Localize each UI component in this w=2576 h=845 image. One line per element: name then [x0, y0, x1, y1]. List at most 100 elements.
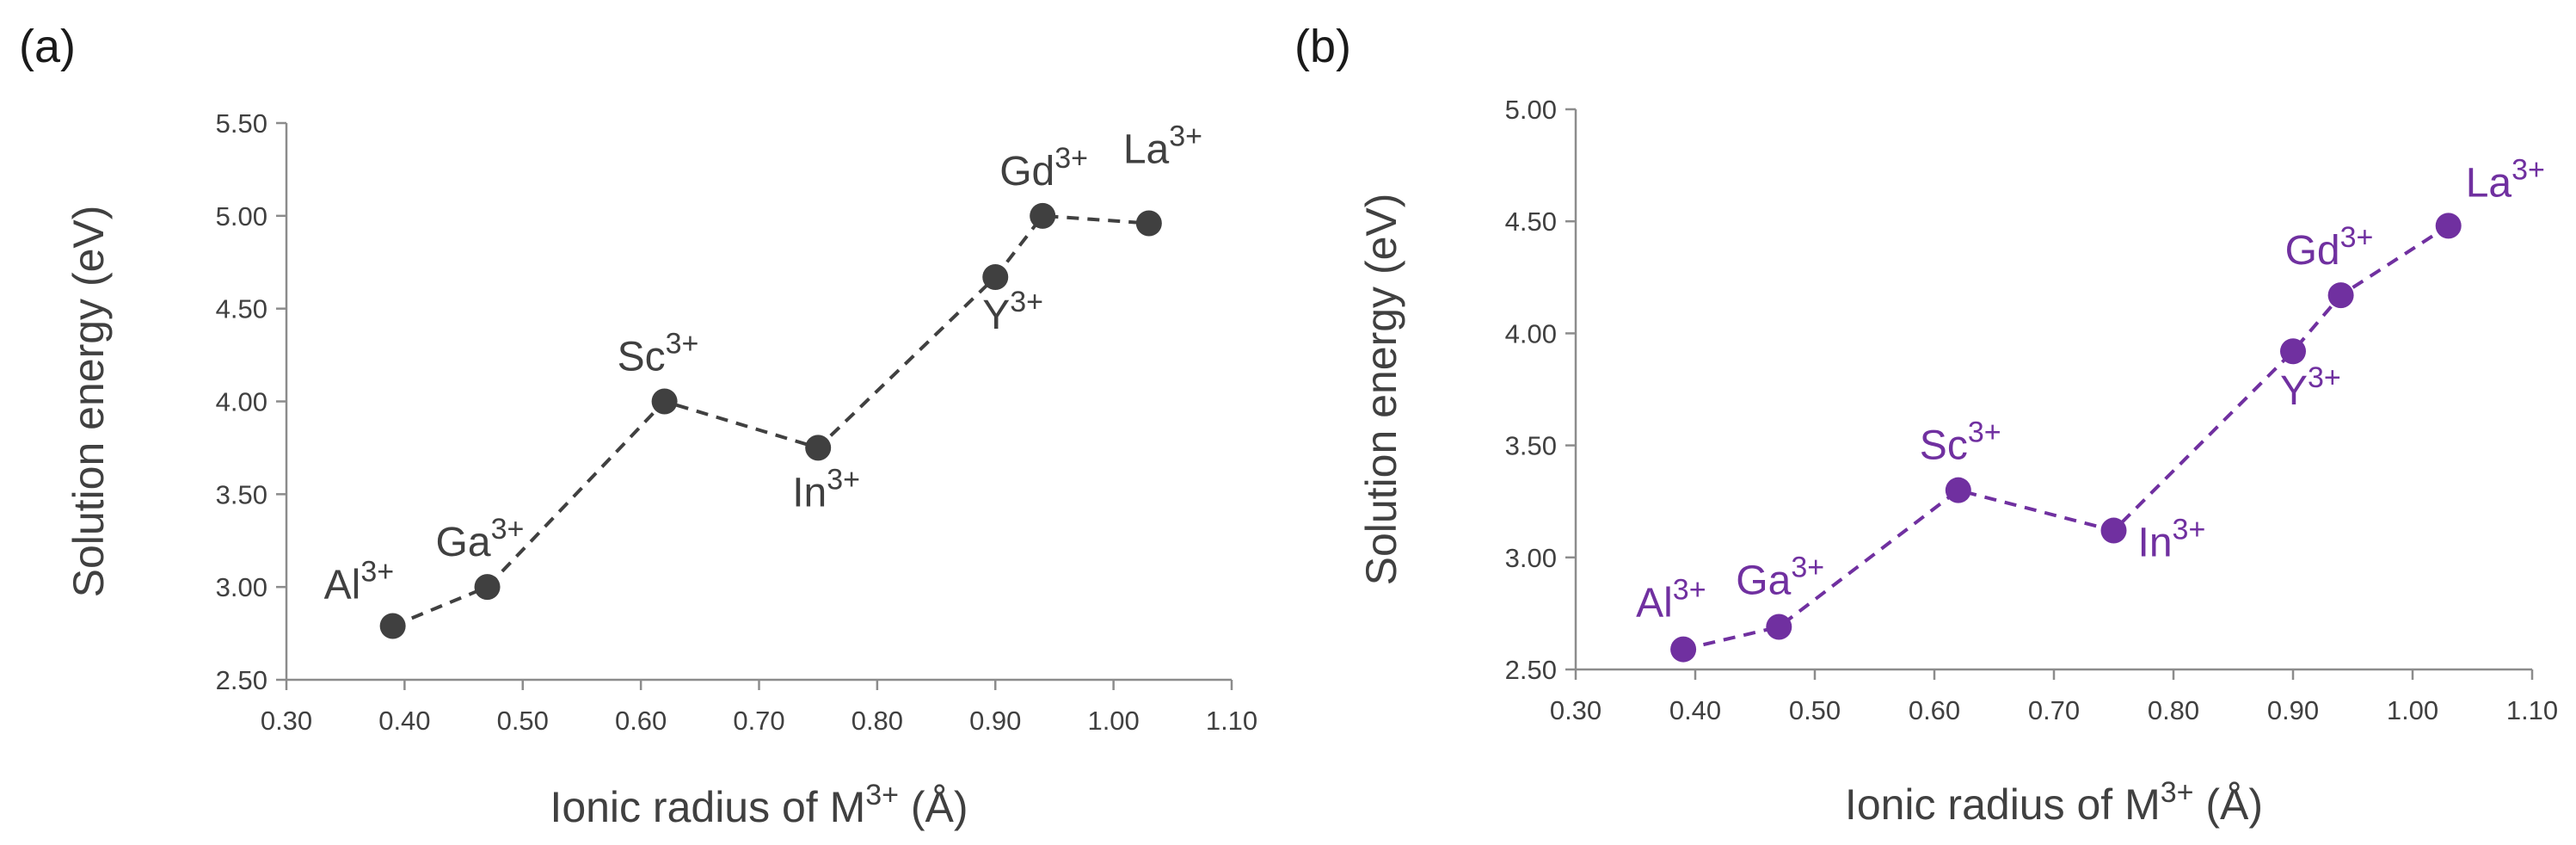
x-tick-label: 0.30	[1550, 695, 1602, 725]
x-tick-label: 0.80	[851, 706, 903, 736]
ion-symbol: Y	[982, 293, 1010, 338]
panel-label: (b)	[1294, 21, 1351, 72]
data-point-in	[2100, 517, 2127, 544]
ion-symbol: La	[1123, 126, 1170, 172]
ion-charge: 3+	[1169, 120, 1202, 152]
data-point-la	[1135, 210, 1162, 237]
x-tick-label: 0.90	[969, 706, 1021, 736]
ion-charge: 3+	[491, 513, 525, 546]
x-tick-label: 0.50	[497, 706, 549, 736]
x-axis-title-main: Ionic radius of M	[1845, 780, 2161, 829]
ion-symbol: La	[2466, 160, 2512, 206]
data-label-in: In3+	[792, 463, 860, 515]
x-tick-label: 0.70	[733, 706, 784, 736]
data-label-gd: Gd3+	[2285, 221, 2374, 274]
x-tick-label: 0.40	[378, 706, 430, 736]
x-axis-title-main: Ionic radius of M	[550, 783, 865, 831]
y-tick-label: 3.50	[216, 479, 267, 509]
x-axis-title-sup: 3+	[865, 779, 899, 811]
data-point-y	[982, 264, 1009, 291]
y-tick-label: 4.50	[1505, 207, 1557, 237]
ion-charge: 3+	[827, 463, 860, 496]
ion-charge: 3+	[1010, 286, 1043, 318]
ion-symbol: Y	[2280, 368, 2308, 414]
data-point-la	[2435, 213, 2462, 239]
y-tick-label: 2.50	[216, 665, 267, 695]
ion-symbol: Gd	[999, 149, 1054, 194]
x-tick-label: 0.60	[1909, 695, 1960, 725]
x-axis-title: Ionic radius of M3+ (Å)	[1845, 776, 2263, 829]
ion-charge: 3+	[2173, 514, 2206, 546]
x-axis-title-tail: (Å)	[899, 783, 968, 831]
ion-symbol: In	[2138, 521, 2173, 566]
x-tick-label: 1.10	[2506, 695, 2558, 725]
data-label-sc: Sc3+	[618, 328, 699, 380]
panel-b: (b) 2.50 3.00 3.50 4.00 4.50 5.00 0.30 0.40 0.50 0…	[1294, 21, 2558, 829]
data-label-ga: Ga3+	[436, 513, 525, 565]
ion-symbol: Gd	[2285, 228, 2340, 274]
ion-symbol: Ga	[436, 520, 491, 565]
ion-symbol: In	[792, 470, 827, 515]
x-tick-label: 1.00	[2387, 695, 2438, 725]
data-point-sc	[1945, 477, 1971, 503]
x-tick-label: 0.80	[2148, 695, 2199, 725]
ion-charge: 3+	[666, 328, 699, 361]
y-tick-label: 3.00	[216, 572, 267, 602]
ion-symbol: Sc	[618, 335, 666, 380]
x-tick-label: 1.10	[1206, 706, 1257, 736]
ion-charge: 3+	[1054, 142, 1088, 175]
y-tick-label: 5.00	[216, 201, 267, 231]
ion-charge: 3+	[2511, 153, 2545, 186]
x-axis-title-tail: (Å)	[2194, 780, 2264, 829]
data-point-al	[379, 613, 406, 639]
data-label-la: La3+	[1123, 120, 1202, 172]
x-tick-label: 0.60	[615, 706, 667, 736]
x-axis-title: Ionic radius of M3+ (Å)	[550, 779, 968, 831]
data-label-ga: Ga3+	[1736, 552, 1824, 604]
data-point-sc	[651, 388, 678, 415]
y-tick-label: 4.00	[216, 387, 267, 417]
ion-symbol: Sc	[1920, 423, 1968, 469]
data-point-ga	[474, 574, 501, 601]
data-point-gd	[2327, 282, 2354, 309]
x-tick-label: 0.40	[1669, 695, 1721, 725]
x-tick-label: 1.00	[1087, 706, 1139, 736]
data-label-y: Y3+	[982, 286, 1043, 338]
data-label-gd: Gd3+	[999, 142, 1088, 194]
data-point-al	[1670, 636, 1697, 663]
ion-charge: 3+	[1673, 574, 1706, 607]
x-tick-label: 0.50	[1789, 695, 1841, 725]
data-label-in: In3+	[2138, 514, 2206, 566]
data-label-la: La3+	[2466, 153, 2545, 206]
data-label-al: Al3+	[1636, 574, 1706, 626]
x-tick-label: 0.30	[261, 706, 312, 736]
y-tick-label: 5.00	[1505, 95, 1557, 125]
data-label-al: Al3+	[324, 555, 394, 608]
ion-charge: 3+	[1968, 416, 2001, 449]
data-point-in	[805, 435, 832, 461]
data-point-gd	[1030, 202, 1056, 229]
x-tick-label: 0.90	[2267, 695, 2319, 725]
x-tick-label: 0.70	[2028, 695, 2080, 725]
y-axis-title: Solution energy (eV)	[65, 206, 113, 598]
ion-charge: 3+	[360, 555, 394, 588]
data-label-y: Y3+	[2280, 361, 2341, 414]
data-point-ga	[1766, 614, 1792, 640]
series-line	[391, 213, 1149, 628]
ion-charge: 3+	[2308, 361, 2341, 394]
y-tick-label: 4.50	[216, 294, 267, 324]
x-axis-title-sup: 3+	[2161, 776, 2194, 809]
data-label-sc: Sc3+	[1920, 416, 2001, 469]
ion-symbol: Al	[324, 562, 361, 608]
panel-a: (a) 2.50 3.00 3.50 4.00 4.50 5.00 5.50 0.30 0.40 0…	[19, 21, 1257, 831]
y-tick-label: 3.50	[1505, 431, 1557, 461]
panel-label: (a)	[19, 21, 76, 72]
ion-charge: 3+	[2340, 221, 2374, 254]
y-tick-label: 5.50	[216, 108, 267, 139]
y-tick-label: 3.00	[1505, 543, 1557, 573]
y-tick-label: 2.50	[1505, 655, 1557, 685]
y-axis-title: Solution energy (eV)	[1357, 194, 1405, 586]
ion-symbol: Ga	[1736, 558, 1791, 604]
y-tick-label: 4.00	[1505, 318, 1557, 348]
